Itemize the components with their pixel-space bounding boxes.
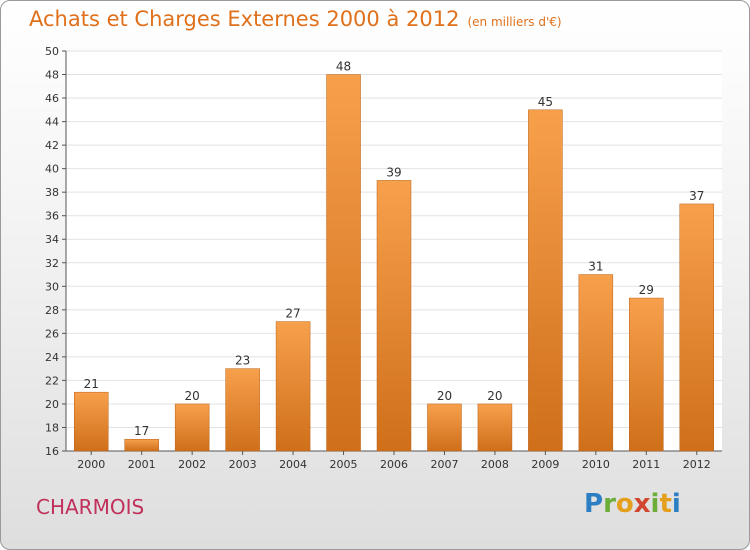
y-tick-label: 18 (45, 421, 59, 434)
y-tick-label: 36 (45, 210, 59, 223)
data-label-2001: 17 (134, 424, 149, 438)
x-tick-label-2005: 2005 (330, 458, 358, 471)
y-tick-label: 44 (45, 116, 59, 129)
y-tick-label: 24 (45, 351, 59, 364)
data-label-2002: 20 (185, 389, 200, 403)
data-label-2009: 45 (538, 95, 553, 109)
data-label-2008: 20 (487, 389, 502, 403)
chart-unit: (en milliers d'€) (467, 15, 562, 29)
y-tick-label: 16 (45, 445, 59, 458)
bar-2008 (477, 403, 513, 452)
bar-2002 (174, 403, 210, 452)
data-label-2000: 21 (84, 377, 99, 391)
y-tick-label: 30 (45, 280, 59, 293)
chart-title: Achats et Charges Externes 2000 à 2012 (e… (29, 7, 562, 31)
data-label-2004: 27 (285, 307, 300, 321)
y-tick-label: 32 (45, 257, 59, 270)
x-tick-label-2002: 2002 (178, 458, 206, 471)
data-label-2006: 39 (386, 165, 401, 179)
data-label-2010: 31 (588, 260, 603, 274)
x-tick-label-2003: 2003 (229, 458, 257, 471)
y-tick-label: 42 (45, 139, 59, 152)
bar-2005 (326, 74, 361, 452)
proxiti-logo: Proxiti (584, 489, 681, 519)
x-tick-label-2008: 2008 (481, 458, 509, 471)
x-tick-label-2000: 2000 (77, 458, 105, 471)
y-tick-label: 22 (45, 374, 59, 387)
y-tick-label: 38 (45, 186, 59, 199)
x-tick-label-2009: 2009 (531, 458, 559, 471)
y-tick-label: 50 (45, 45, 59, 58)
x-tick-label-2012: 2012 (683, 458, 711, 471)
y-tick-label: 26 (45, 327, 59, 340)
bar-2001 (124, 438, 159, 452)
bar-2003 (225, 368, 260, 452)
bar-2007 (427, 403, 462, 452)
data-label-2003: 23 (235, 354, 250, 368)
y-tick-label: 48 (45, 69, 59, 82)
bar-2010 (578, 274, 614, 452)
bar-2006 (376, 180, 412, 452)
bar-2012 (679, 203, 715, 452)
chart-title-text: Achats et Charges Externes 2000 à 2012 (29, 7, 460, 31)
y-tick-label: 40 (45, 163, 59, 176)
x-tick-label-2010: 2010 (582, 458, 610, 471)
bar-2004 (275, 321, 311, 452)
bar-2009 (528, 109, 563, 452)
city-name: CHARMOIS (36, 495, 145, 519)
y-tick-label: 34 (45, 233, 59, 246)
data-label-2012: 37 (689, 189, 704, 203)
x-tick-label-2007: 2007 (430, 458, 458, 471)
y-tick-label: 46 (45, 92, 59, 105)
data-label-2007: 20 (437, 389, 452, 403)
y-tick-label: 20 (45, 398, 59, 411)
x-tick-label-2004: 2004 (279, 458, 307, 471)
x-tick-label-2011: 2011 (632, 458, 660, 471)
y-tick-label: 28 (45, 304, 59, 317)
data-label-2005: 48 (336, 60, 351, 74)
data-label-2011: 29 (639, 283, 654, 297)
bar-2011 (629, 297, 664, 452)
bar-2000 (73, 391, 109, 452)
x-tick-label-2006: 2006 (380, 458, 408, 471)
x-tick-label-2001: 2001 (128, 458, 156, 471)
